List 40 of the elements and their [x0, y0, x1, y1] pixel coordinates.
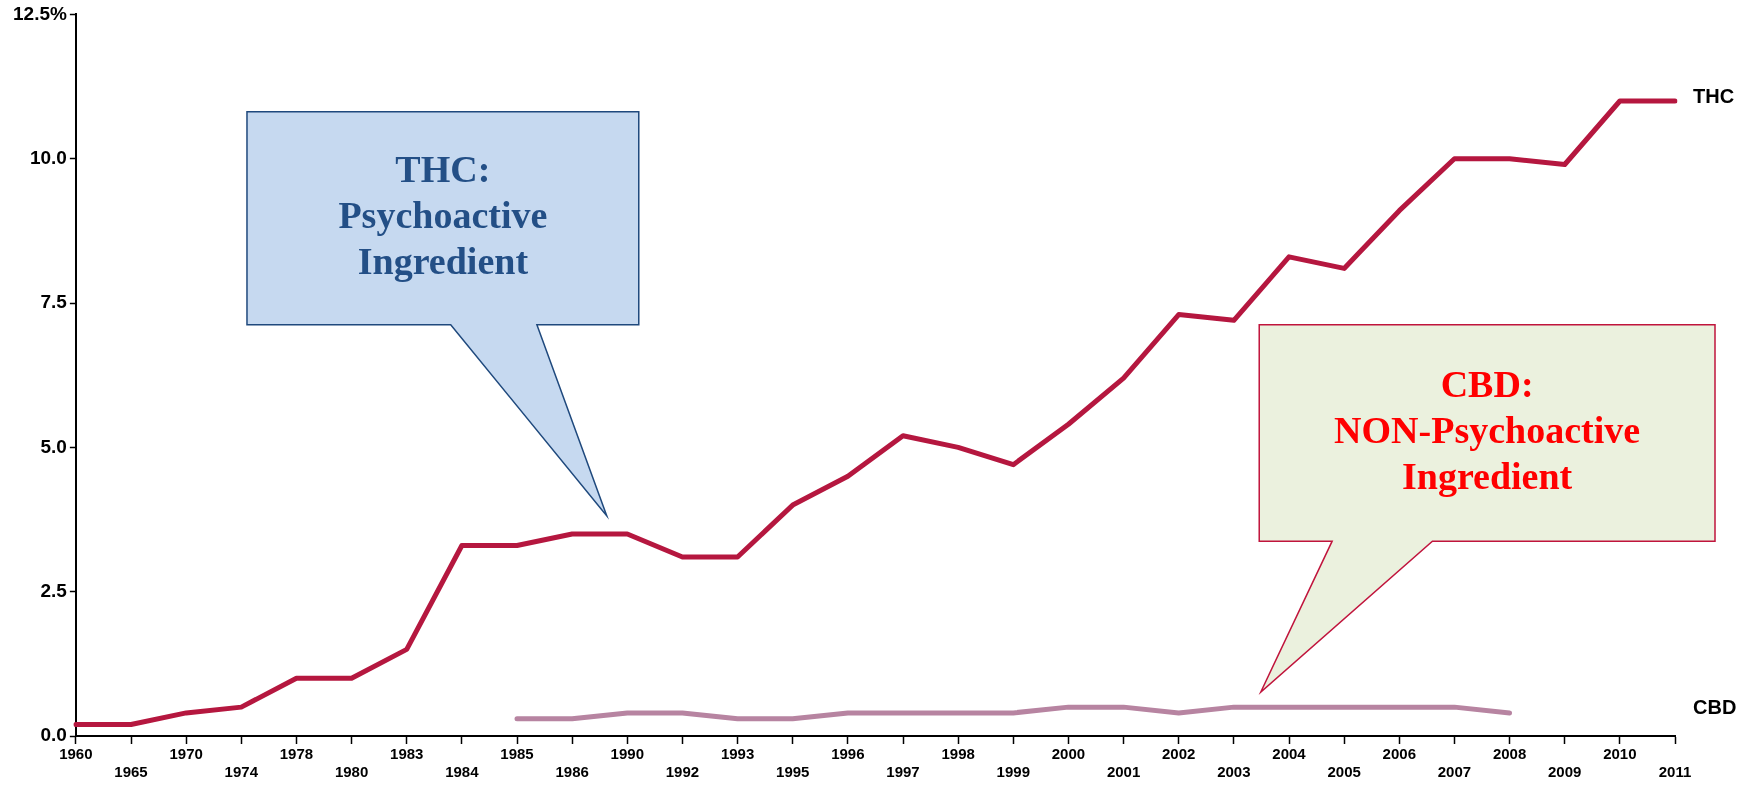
annotation: CBD: NON-Psychoactive Ingredient: [1334, 362, 1641, 497]
x-tick-label: 1986: [555, 763, 589, 781]
x-tick-label: 1995: [776, 763, 810, 781]
x-tick-label: 2008: [1492, 745, 1527, 763]
text: CBD: [1693, 696, 1737, 719]
x-tick-label: 1998: [941, 745, 975, 763]
y-tick-label: 7.5: [40, 291, 68, 313]
y-tick-label: 5.0: [40, 435, 67, 457]
x-tick-label: 1985: [500, 745, 534, 763]
x-tick-label: 2000: [1051, 745, 1086, 763]
x-tick-label: 1993: [720, 745, 755, 763]
x-tick-label: 2001: [1106, 763, 1141, 781]
x-tick-label: 1974: [224, 763, 259, 781]
y-tick-label: 12.5%: [13, 2, 67, 24]
x-tick-label: 2007: [1437, 763, 1472, 781]
x-tick-label: 2002: [1162, 745, 1196, 763]
x-tick-label: 1983: [390, 745, 424, 763]
x-tick-label: 1978: [279, 745, 314, 763]
y-tick-label: 10.0: [29, 146, 67, 168]
y-tick-label: 0.0: [40, 724, 67, 746]
x-tick-label: 1999: [996, 763, 1030, 781]
x-tick-label: 1997: [886, 763, 920, 781]
x-tick-label: 1965: [114, 763, 148, 781]
x-tick-label: 1990: [610, 745, 644, 763]
x-tick-label: 2003: [1217, 763, 1251, 781]
x-tick-label: 2004: [1272, 745, 1307, 763]
x-tick-label: 1984: [445, 763, 480, 781]
x-tick-label: 2006: [1382, 745, 1416, 763]
x-tick-label: 2011: [1658, 763, 1692, 781]
x-tick-label: 2009: [1548, 763, 1582, 781]
x-tick-label: 1980: [334, 763, 369, 781]
y-tick-label: 2.5: [40, 579, 68, 601]
annotation: THC: Psychoactive Ingredient: [338, 148, 548, 283]
x-tick-label: 1996: [831, 745, 865, 763]
x-tick-label: 1960: [59, 745, 93, 763]
x-tick-label: 1992: [665, 763, 700, 781]
series-label: THC: [1693, 84, 1735, 107]
x-tick-label: 2010: [1603, 745, 1637, 763]
x-tick-label: 1970: [169, 745, 203, 763]
x-tick-label: 2005: [1327, 763, 1361, 781]
